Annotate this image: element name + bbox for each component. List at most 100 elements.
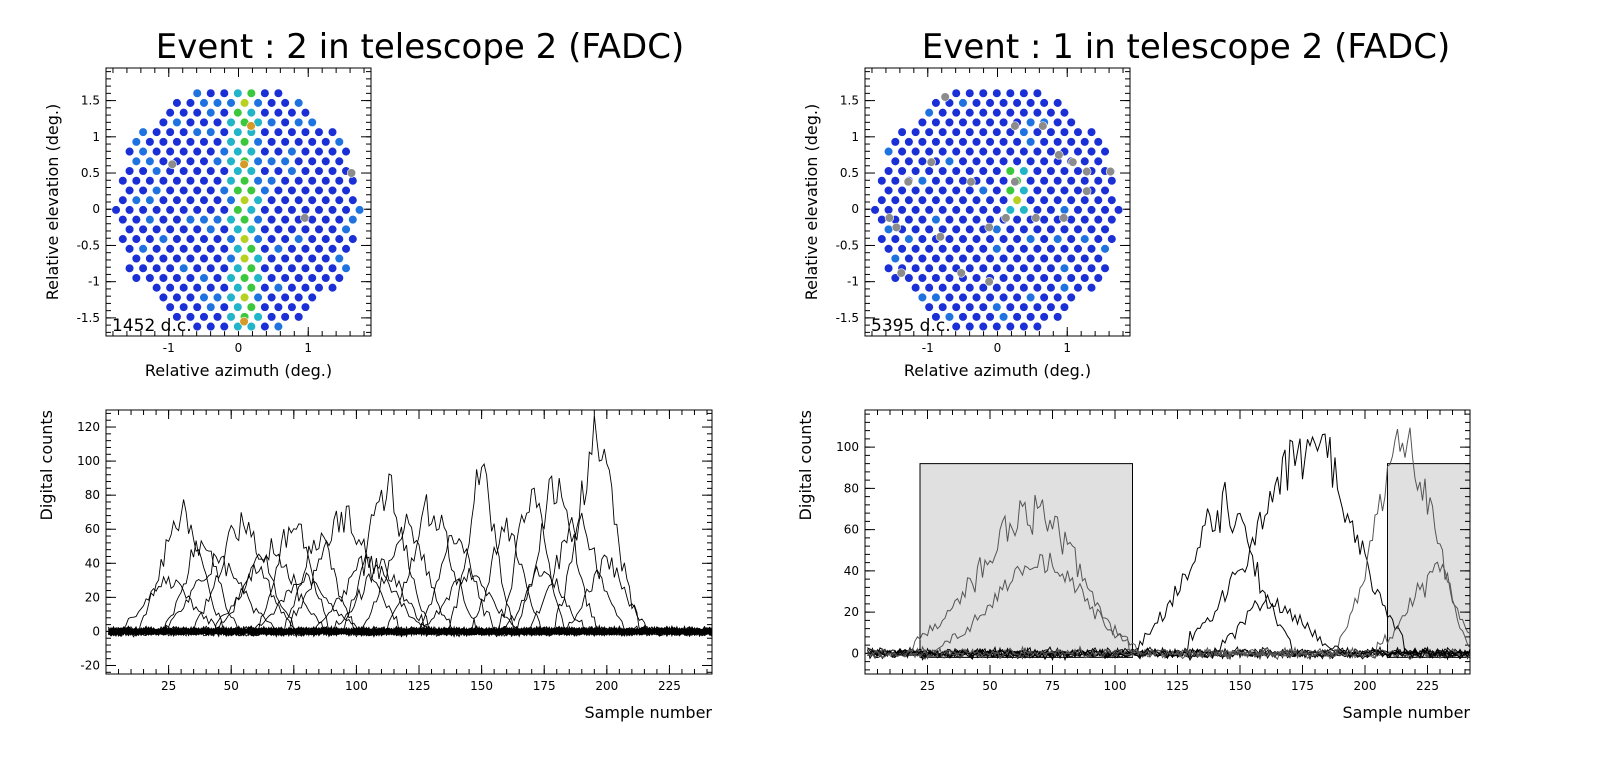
camera-pixel [917, 156, 928, 166]
camera-pixel [219, 321, 229, 332]
dead-pixel [1059, 213, 1069, 223]
camera-pixel [131, 137, 141, 147]
camera-pixel [924, 146, 934, 157]
camera-pixel [280, 312, 290, 322]
camera-pixel [985, 176, 995, 186]
camera-pixel [267, 195, 277, 205]
camera-pixel [971, 273, 982, 283]
camera-pixel [307, 195, 317, 205]
camera-pixel [958, 98, 968, 108]
camera-pixel [267, 312, 277, 322]
camera-pixel [1019, 88, 1029, 98]
camera-pixel [165, 205, 175, 215]
y-tick-label: 20 [85, 590, 100, 604]
camera-pixel [165, 283, 175, 293]
camera-pixel [1066, 253, 1076, 264]
camera-pixel [300, 302, 311, 312]
camera-pixel [327, 244, 338, 254]
camera-pixel [897, 166, 907, 176]
y-tick-label: 60 [844, 523, 859, 537]
trace-line [108, 565, 713, 638]
camera-pixel [1005, 166, 1015, 176]
x-tick-label: 50 [224, 679, 239, 693]
y-tick-label: 100 [836, 440, 859, 454]
camera-pixel [971, 312, 982, 322]
camera-pixel [192, 302, 202, 312]
camera-pixel [904, 137, 914, 147]
camera-pixel [938, 108, 948, 118]
x-tick-label: 200 [595, 679, 618, 693]
camera-pixel [985, 98, 995, 108]
camera-pixel [253, 215, 263, 225]
dead-pixel [1068, 157, 1078, 167]
camera-pixel [1012, 156, 1022, 166]
dead-pixel [1038, 121, 1048, 131]
camera-pixel [253, 195, 263, 205]
camera-pixel [1039, 292, 1049, 303]
camera-pixel [944, 117, 955, 128]
camera-pixel [131, 195, 141, 205]
dead-pixel [984, 222, 994, 232]
camera-pixel [1026, 117, 1036, 128]
trace-group [867, 427, 1471, 662]
hot-pixel [246, 121, 256, 131]
camera-pixel [260, 88, 270, 98]
x-tick-label: 100 [1104, 679, 1127, 693]
camera-pixel [965, 244, 975, 254]
camera-pixel [924, 166, 934, 176]
camera-pixel [958, 117, 968, 128]
camera-pixel [924, 263, 934, 273]
camera-pixel [138, 205, 148, 215]
camera-pixel [131, 176, 141, 186]
camera-pixel [951, 146, 961, 157]
x-tick-label: 175 [1291, 679, 1314, 693]
camera-pixel [1046, 283, 1056, 293]
camera-pixel [951, 88, 961, 98]
camera-pixel [341, 205, 351, 215]
camera-pixel [321, 137, 331, 147]
camera-pixel [280, 253, 290, 264]
camera-pixel [1032, 108, 1043, 118]
camera-pixel [300, 127, 311, 137]
camera-pixel [192, 244, 202, 254]
camera-pixel [917, 273, 928, 283]
camera-pixel [1053, 137, 1063, 147]
camera-pixel [233, 88, 243, 98]
camera-pixel [219, 224, 229, 234]
camera-pixel [314, 205, 324, 215]
camera-pixel [1019, 166, 1029, 176]
camera-pixel [1019, 263, 1029, 273]
camera-pixel [951, 166, 961, 176]
camera-pixel [971, 156, 982, 166]
camera-pixel [280, 156, 290, 166]
camera-pixel [307, 253, 317, 264]
camera-pixel [246, 166, 256, 176]
camera-pixel [904, 253, 914, 264]
camera-pixel [287, 244, 297, 254]
camera-pixel [280, 273, 290, 283]
camera-pixel [165, 127, 175, 137]
camera-pixel [1073, 244, 1083, 254]
camera-pixel [124, 185, 135, 196]
camera-pixel [172, 117, 182, 128]
camera-pixel [239, 273, 250, 283]
camera-pixel [958, 253, 968, 264]
camera-pixel [998, 137, 1009, 147]
camera-pixel [267, 215, 277, 225]
camera-pixel [1053, 234, 1063, 244]
camera-pixel [307, 156, 317, 166]
camera-pixel [172, 273, 182, 283]
dead-pixel [891, 222, 902, 232]
camera-pixel [1026, 176, 1036, 186]
camera-pixel [1005, 127, 1015, 137]
camera-pixel [158, 176, 169, 186]
camera-pixel [924, 283, 934, 293]
camera-pixel [280, 234, 290, 244]
camera-pixel [226, 234, 236, 244]
dead-pixel [903, 177, 913, 187]
camera-pixel [165, 108, 175, 118]
camera-pixel [267, 117, 277, 128]
camera-pixel [978, 263, 988, 273]
right-camera-plot: -1 0 1 -1.5 -1 -0.5 0 0.5 1 1.5 Relative azimuth (… [802, 67, 1131, 380]
camera-pixel [965, 302, 975, 312]
